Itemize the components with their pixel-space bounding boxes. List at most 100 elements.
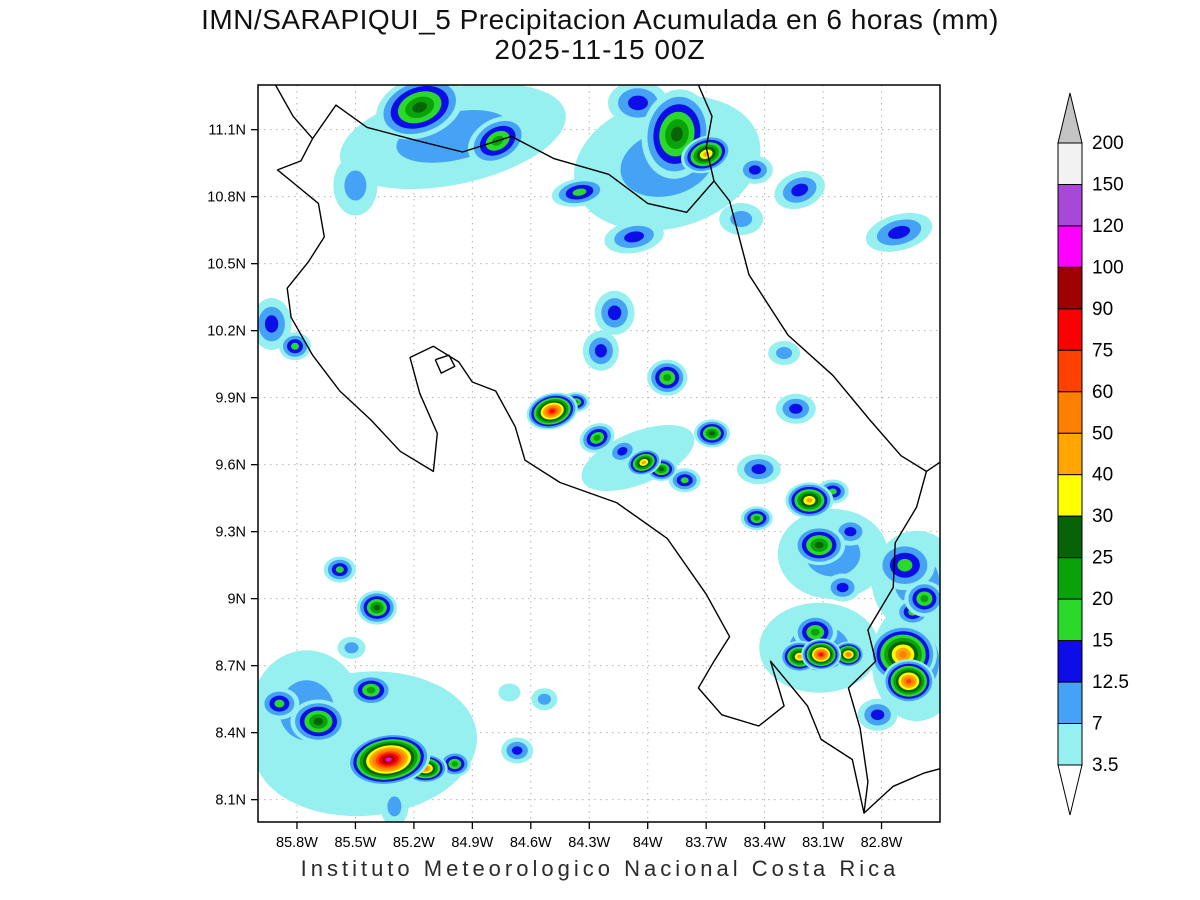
- precip-ring: [313, 717, 324, 726]
- precip-ring: [906, 679, 912, 684]
- colorbar-label: 20: [1092, 589, 1113, 610]
- precip-cell: [775, 393, 816, 424]
- y-tick-label: 11.1N: [208, 123, 246, 139]
- x-tick-label: 83.7W: [685, 835, 727, 851]
- precip-cell: [349, 674, 393, 707]
- y-tick-label: 9N: [227, 592, 246, 608]
- precip-cell: [681, 135, 732, 174]
- colorbar-under-arrow: [1057, 764, 1083, 816]
- precip-cell: [904, 580, 940, 617]
- precip-cell: [467, 115, 528, 166]
- precip-ring: [897, 558, 913, 572]
- x-tick-label: 83.1W: [802, 835, 844, 851]
- chart-subtitle: 2025-11-15 00Z: [494, 34, 706, 65]
- precip-ring: [753, 515, 760, 521]
- x-tick-label: 85.5W: [334, 835, 376, 851]
- precip-cell: [346, 733, 431, 786]
- colorbar-segment: [1057, 391, 1083, 434]
- x-tick-label: 82.8W: [861, 835, 903, 851]
- x-tick-label: 84.3W: [568, 835, 610, 851]
- precip-cell: [579, 423, 615, 453]
- precip-cell: [604, 220, 664, 254]
- precip-ring: [607, 305, 622, 321]
- precip-cell: [501, 737, 534, 764]
- precip-cell: [832, 641, 865, 668]
- precip-cell: [356, 590, 397, 625]
- chart-title: IMN/SARAPIQUI_5 Precipitacion Acumulada …: [201, 4, 999, 35]
- precip-ring: [549, 409, 555, 413]
- precip-cell: [594, 290, 635, 335]
- colorbar-label: 3.5: [1092, 755, 1118, 776]
- colorbar-segment: [1057, 266, 1083, 310]
- precip-cell: [582, 330, 619, 371]
- precip-ring: [658, 467, 665, 472]
- x-tick-label: 84.9W: [451, 835, 493, 851]
- coastline-costa-rica-mainland: [276, 104, 928, 814]
- precip-ring: [498, 683, 521, 702]
- x-tick-label: 83.4W: [744, 835, 786, 851]
- colorbar-segment: [1057, 557, 1083, 600]
- precip-cell: [857, 698, 898, 731]
- precip-ring: [385, 757, 392, 762]
- y-tick-label: 9.3N: [215, 525, 246, 541]
- precip-ring: [366, 687, 376, 694]
- colorbar-label: 12.5: [1092, 672, 1129, 693]
- coastline-nicaragua-pacific-coast: [274, 85, 314, 140]
- precip-ring: [846, 653, 851, 656]
- precip-ring: [274, 699, 285, 708]
- colorbar-segment: [1057, 308, 1083, 351]
- precip-cell: [668, 468, 701, 493]
- precip-ring: [335, 566, 344, 573]
- colorbar-over-arrow: [1057, 92, 1083, 144]
- x-tick-label: 85.2W: [393, 835, 435, 851]
- y-tick-label: 8.7N: [215, 659, 246, 675]
- precip-ring: [810, 628, 820, 636]
- precip-ring: [836, 582, 849, 593]
- precip-ring: [412, 101, 427, 113]
- precip-ring: [920, 595, 929, 603]
- axes: 11.1N 10.8N 10.5N 10.2N 9.9N 9.6N 9.3N 9N 8.7N 8.…: [207, 123, 903, 851]
- precip-ring: [680, 477, 689, 484]
- colorbar-segment: [1057, 474, 1083, 517]
- colorbar-segment: [1057, 142, 1083, 185]
- y-tick-label: 10.2N: [207, 324, 246, 340]
- colorbar-segment: [1057, 598, 1083, 642]
- precip-ring: [572, 188, 587, 196]
- precip-ring: [344, 170, 367, 201]
- y-tick-label: 9.9N: [215, 391, 246, 407]
- precip-ring: [663, 374, 672, 382]
- precip-cell: [498, 683, 521, 702]
- precip-ring: [291, 342, 299, 350]
- precip-cell: [279, 332, 311, 361]
- coastline-nicaragua-caribbean-coast: [697, 85, 715, 182]
- precipitation-cells: [258, 85, 940, 822]
- y-tick-label: 10.8N: [207, 190, 246, 206]
- precip-ring: [748, 165, 761, 175]
- colorbar-segment: [1057, 349, 1083, 393]
- x-tick-label: 84.6W: [510, 835, 552, 851]
- precip-ring: [641, 460, 647, 465]
- precip-cell: [323, 556, 356, 583]
- precip-ring: [671, 126, 683, 142]
- coastline-panama-pacific-coast: [863, 768, 940, 814]
- precip-cell: [333, 155, 378, 216]
- precip-cell: [865, 212, 933, 252]
- colorbar-segment: [1057, 515, 1083, 559]
- colorbar-segment: [1057, 681, 1083, 725]
- precip-ring: [751, 464, 767, 475]
- colorbar-label: 25: [1092, 548, 1113, 569]
- precip-cell: [376, 85, 464, 140]
- colorbar-label: 150: [1092, 175, 1124, 196]
- colorbar-segment: [1057, 432, 1083, 476]
- colorbar-label: 200: [1092, 133, 1124, 154]
- plot-border: [257, 84, 941, 823]
- colorbar-label: 50: [1092, 423, 1113, 444]
- precip-ring: [797, 654, 803, 659]
- precip-ring: [789, 403, 803, 414]
- precip-ring: [624, 231, 644, 243]
- x-tick-label: 84W: [633, 835, 663, 851]
- precip-cell: [526, 392, 578, 430]
- colorbar-label: 15: [1092, 631, 1113, 652]
- precip-ring: [344, 642, 359, 654]
